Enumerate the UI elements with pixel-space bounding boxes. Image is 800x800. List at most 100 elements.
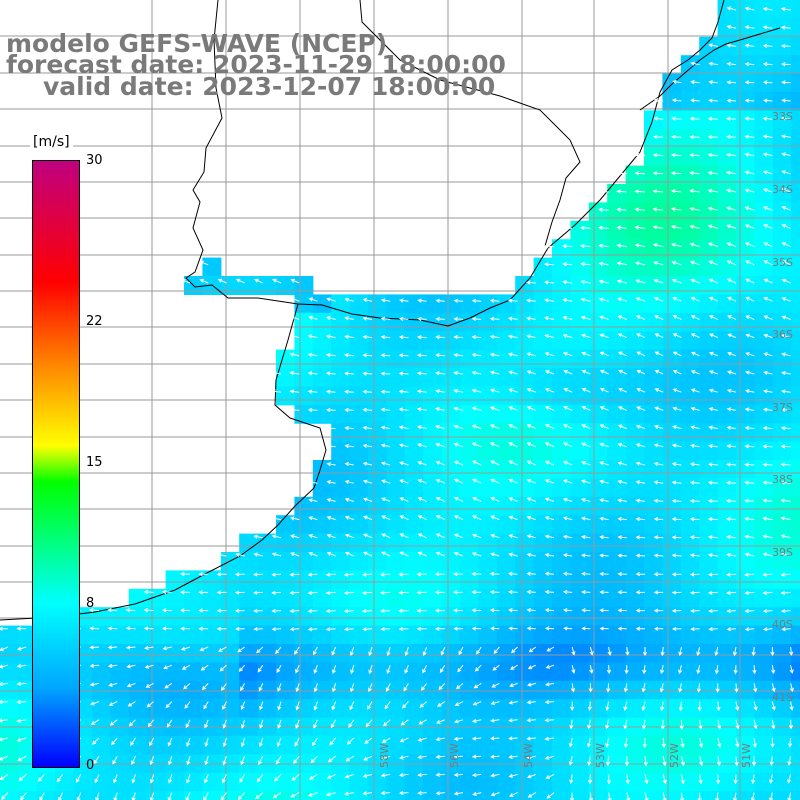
wind-arrow <box>635 424 646 430</box>
wind-arrow <box>472 515 482 521</box>
wind-arrow <box>344 791 354 796</box>
wind-arrow <box>489 370 500 375</box>
wind-cell <box>588 386 608 406</box>
wind-arrow <box>526 736 536 741</box>
wind-cell <box>331 791 351 800</box>
wind-arrow <box>367 701 373 710</box>
wind-cell <box>533 349 553 369</box>
wind-cell <box>607 680 627 700</box>
wind-cell <box>791 147 800 167</box>
wind-arrow <box>325 572 336 577</box>
wind-cell <box>736 552 755 571</box>
wind-arrow <box>313 701 318 711</box>
wind-arrow <box>217 278 227 284</box>
wind-arrow <box>417 461 427 466</box>
wind-cell <box>533 607 553 627</box>
wind-arrow <box>599 406 609 411</box>
wind-arrow <box>380 590 391 595</box>
wind-arrow <box>417 335 427 340</box>
wind-arrow <box>726 206 737 211</box>
wind-arrow <box>672 315 682 320</box>
wind-arrow <box>581 534 591 540</box>
wind-arrow <box>662 774 667 785</box>
wind-arrow <box>453 442 464 448</box>
wind-cell <box>772 239 792 259</box>
wind-cell <box>588 368 608 387</box>
wind-arrow <box>690 388 700 393</box>
wind-cell <box>791 92 800 111</box>
wind-cell <box>791 18 800 38</box>
wind-arrow <box>580 479 591 484</box>
wind-cell <box>257 736 277 755</box>
wind-arrow <box>546 646 555 652</box>
wind-cell <box>276 644 295 663</box>
wind-arrow <box>471 424 482 430</box>
wind-cell <box>754 312 774 332</box>
wind-arrow <box>726 462 737 467</box>
wind-cell <box>570 644 590 663</box>
wind-arrow <box>435 371 445 376</box>
wind-arrow <box>380 334 391 340</box>
wind-arrow <box>435 460 445 466</box>
wind-arrow <box>599 626 609 631</box>
wind-arrow <box>89 608 100 613</box>
wind-arrow <box>94 774 100 784</box>
wind-cell <box>644 349 663 369</box>
wind-cell <box>294 515 314 535</box>
wind-cell <box>552 533 571 553</box>
wind-arrow <box>708 278 718 284</box>
wind-cell <box>791 607 800 627</box>
wind-cell <box>496 496 516 516</box>
wind-arrow <box>399 737 409 743</box>
wind-arrow <box>362 479 373 484</box>
wind-arrow <box>744 480 755 485</box>
wind-arrow <box>544 352 555 357</box>
wind-cell <box>607 533 627 553</box>
wind-arrow <box>787 756 792 766</box>
wind-cell <box>496 570 516 590</box>
wind-arrow <box>325 334 336 339</box>
wind-arrow <box>362 791 373 796</box>
wind-cell <box>736 607 755 627</box>
wind-cell <box>644 276 663 295</box>
wind-cell <box>736 515 755 535</box>
wind-arrow <box>399 551 409 557</box>
wind-arrow <box>635 279 646 284</box>
wind-arrow <box>490 626 500 631</box>
wind-arrow <box>689 134 700 140</box>
wind-cell <box>754 0 774 19</box>
wind-cell <box>239 588 259 608</box>
wind-cell <box>276 276 295 295</box>
wind-arrow <box>167 737 173 747</box>
wind-arrow <box>654 315 664 320</box>
wind-arrow <box>599 516 609 521</box>
wind-cell <box>386 533 406 553</box>
wind-cell <box>570 772 590 792</box>
wind-cell <box>552 294 571 314</box>
wind-arrow <box>166 719 173 728</box>
wind-cell <box>736 644 755 663</box>
wind-arrow <box>707 553 718 558</box>
wind-arrow <box>186 774 191 784</box>
wind-cell <box>460 588 479 608</box>
wind-cell <box>588 423 608 443</box>
wind-arrow <box>404 665 409 674</box>
wind-arrow <box>167 792 173 800</box>
wind-arrow <box>237 646 245 653</box>
wind-arrow <box>699 756 704 767</box>
wind-arrow <box>653 517 664 522</box>
wind-arrow <box>707 116 718 121</box>
wind-arrow <box>417 790 427 796</box>
wind-arrow <box>422 664 428 674</box>
wind-cell <box>588 460 608 479</box>
wind-cell <box>754 699 774 719</box>
wind-arrow <box>307 407 318 413</box>
wind-arrow <box>0 626 9 631</box>
wind-arrow <box>616 207 627 212</box>
wind-arrow <box>331 701 337 711</box>
wind-cell <box>36 791 56 800</box>
wind-arrow <box>781 297 791 302</box>
wind-arrow <box>90 719 100 725</box>
wind-arrow <box>653 461 664 466</box>
wind-arrow <box>344 425 354 431</box>
